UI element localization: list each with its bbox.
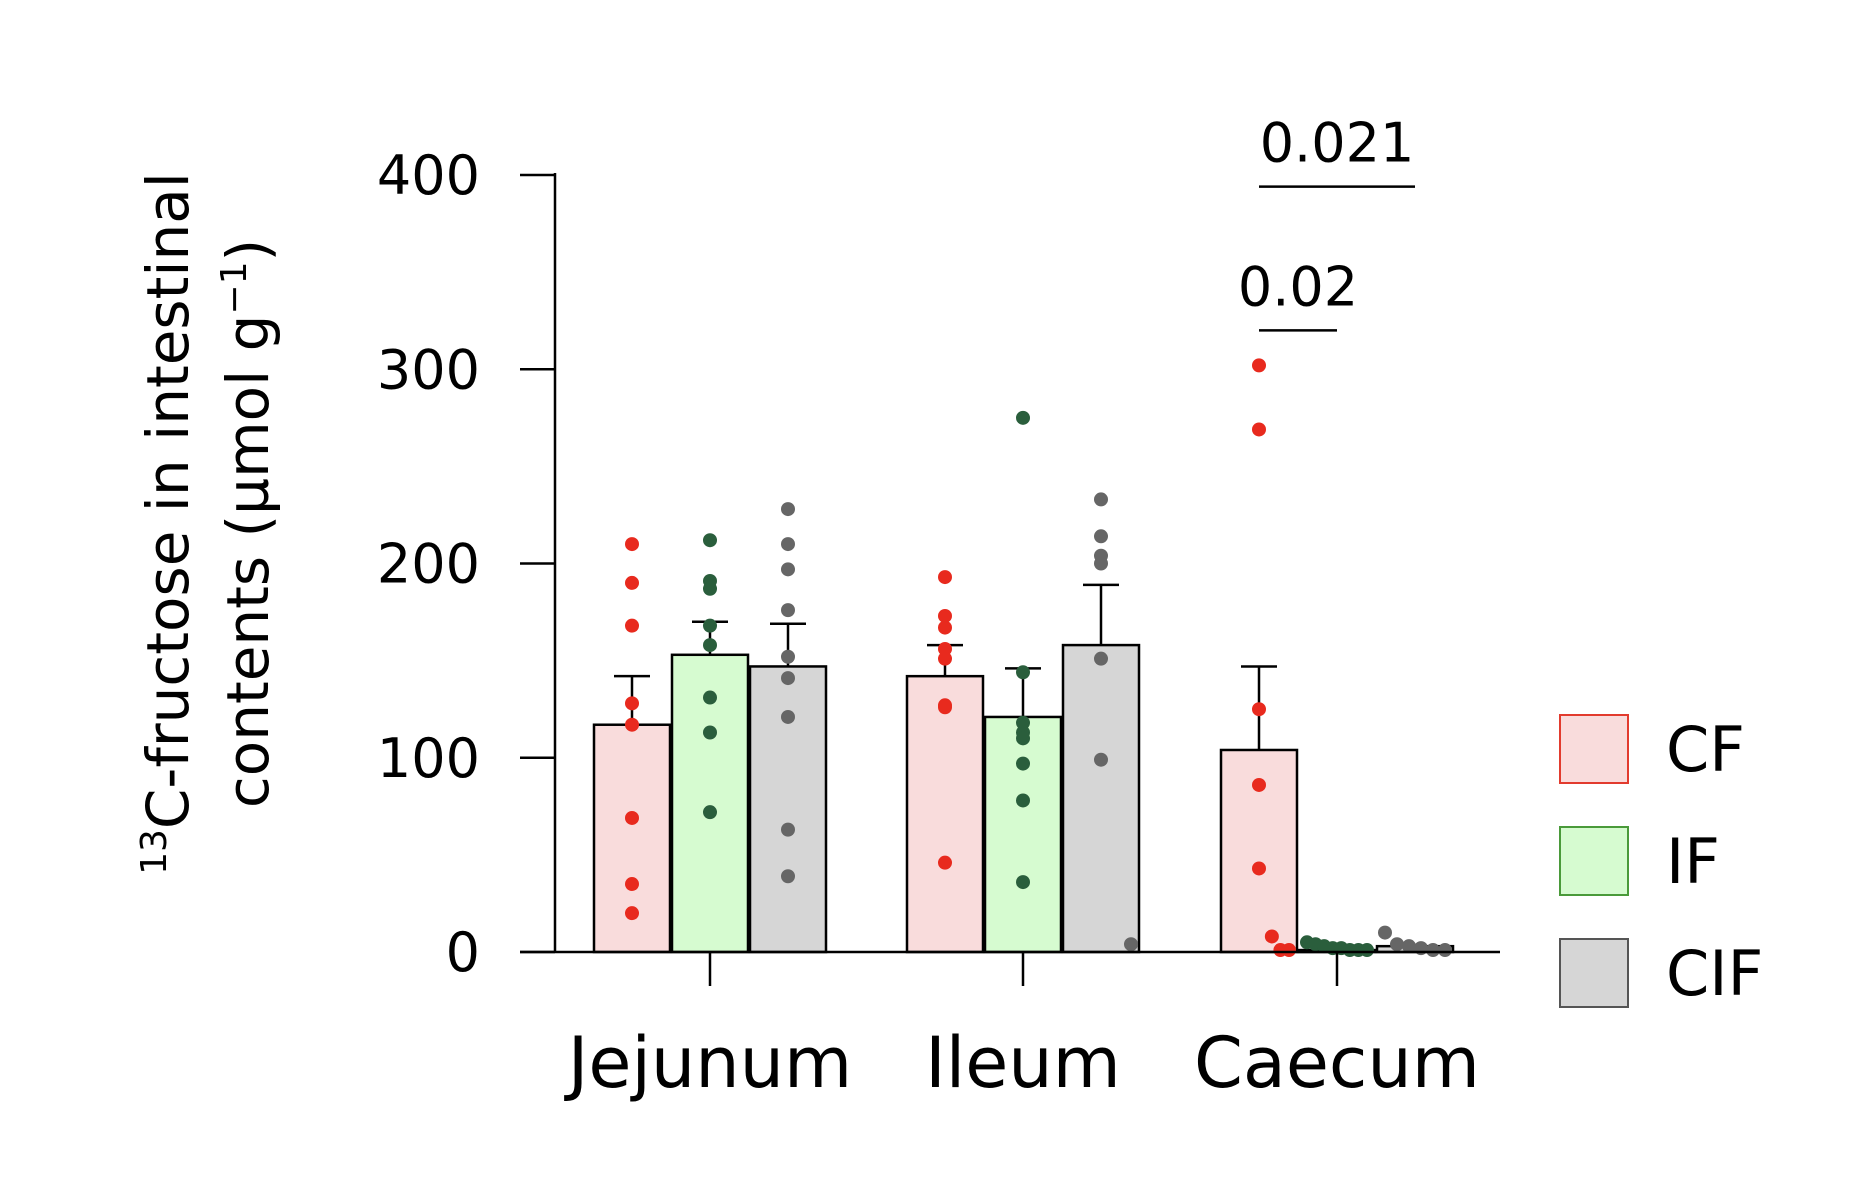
point-cf-ileum (938, 855, 952, 870)
points-layer (625, 358, 1452, 958)
point-cif-ileum (1094, 651, 1108, 666)
x-tick-label-caecum: Caecum (1194, 1022, 1480, 1104)
bar-if-jejunum (670, 653, 750, 954)
legend-label-if: IF (1666, 825, 1720, 898)
point-cif-caecum (1426, 943, 1440, 958)
point-cif-jejunum (781, 502, 795, 517)
y-axis-label: 13C-fructose in intestinal contents (µmol… (134, 172, 282, 875)
point-cif-ileum (1094, 492, 1108, 507)
point-cf-ileum (938, 620, 952, 635)
point-cif-jejunum (781, 869, 795, 884)
y-axis-label-text-end: ) (214, 239, 282, 262)
y-axis-label-text: C-fructose in intestinal (134, 172, 202, 829)
point-cf-jejunum (625, 810, 639, 825)
point-if-ileum (1016, 410, 1030, 425)
point-cf-caecum (1252, 861, 1266, 876)
point-cf-ileum (938, 700, 952, 715)
point-cf-jejunum (625, 877, 639, 892)
point-cf-caecum (1252, 358, 1266, 373)
point-cif-jejunum (781, 822, 795, 837)
point-if-jejunum (703, 533, 717, 548)
bar-cif-ileum (1061, 643, 1141, 954)
point-cf-caecum (1252, 702, 1266, 717)
point-cf-caecum (1264, 929, 1279, 944)
point-if-jejunum (703, 638, 717, 653)
point-cf-caecum (1282, 943, 1296, 958)
point-cif-caecum (1390, 937, 1404, 952)
point-if-caecum (1360, 943, 1374, 958)
legend-swatch-cf (1559, 714, 1629, 784)
point-if-jejunum (703, 805, 717, 820)
point-cif-jejunum (781, 671, 795, 686)
point-cf-ileum (938, 608, 952, 623)
p-value-label-1: 0.02 (1238, 255, 1358, 318)
point-cif-jejunum (781, 649, 795, 664)
y-axis-label-line-1: 13C-fructose in intestinal (134, 172, 202, 875)
point-cif-caecum (1438, 943, 1452, 958)
legend-swatch-cif (1559, 938, 1629, 1008)
y-axis-label-superscript: 13 (134, 829, 175, 875)
point-cif-jejunum (781, 603, 795, 618)
bar-cf-ileum (905, 674, 985, 954)
p-value-label-0: 0.021 (1260, 112, 1415, 175)
point-cif-ileum (1124, 937, 1138, 952)
point-cif-jejunum (781, 709, 795, 724)
y-axis-label-text: contents (µmol g (214, 315, 282, 809)
point-if-jejunum (703, 690, 717, 705)
y-axis-label-line-2: contents (µmol g−1) (214, 239, 282, 808)
point-cf-jejunum (625, 906, 639, 921)
point-if-ileum (1016, 793, 1030, 808)
annotations-layer: 0.021 0.02 (1238, 112, 1415, 332)
point-cf-jejunum (625, 717, 639, 732)
point-if-ileum (1016, 665, 1030, 680)
y-axis-label-superscript: −1 (214, 261, 255, 314)
y-tick-label-0: 0 (446, 921, 480, 984)
y-tick-label-400: 400 (377, 144, 480, 207)
point-cf-jejunum (625, 575, 639, 590)
point-cf-jejunum (625, 618, 639, 633)
point-if-ileum (1016, 756, 1030, 771)
legend-label-cf: CF (1666, 713, 1745, 786)
point-cif-caecum (1402, 939, 1416, 954)
point-cf-ileum (938, 641, 952, 656)
point-cf-ileum (938, 651, 952, 666)
point-if-ileum (1016, 875, 1030, 890)
y-tick-label-200: 200 (377, 533, 480, 596)
error-bar-cif-ileum (1083, 583, 1119, 646)
point-cf-jejunum (625, 537, 639, 552)
point-cif-ileum (1094, 752, 1108, 767)
legend: CF IF CIF (1559, 713, 1763, 1010)
point-cf-jejunum (625, 696, 639, 711)
legend-swatch-if (1559, 826, 1629, 896)
point-cif-jejunum (781, 537, 795, 552)
point-cif-ileum (1094, 529, 1108, 544)
point-cf-ileum (938, 570, 952, 585)
y-tick-label-100: 100 (377, 727, 480, 790)
bar-cif-jejunum (748, 665, 828, 954)
point-if-jejunum (703, 618, 717, 633)
point-cf-caecum (1252, 777, 1266, 792)
point-if-jejunum (703, 581, 717, 596)
point-if-ileum (1016, 715, 1030, 730)
point-cif-ileum (1094, 556, 1108, 571)
legend-label-cif: CIF (1666, 937, 1763, 1010)
x-tick-label-jejunum: Jejunum (564, 1022, 852, 1104)
point-cf-caecum (1252, 422, 1266, 437)
axes-layer: 0 100 200 300 400 Jejunum Ileum Caecum (377, 144, 1500, 1104)
y-tick-label-300: 300 (377, 338, 480, 401)
point-cif-jejunum (781, 562, 795, 577)
point-cif-caecum (1378, 925, 1392, 940)
point-if-jejunum (703, 725, 717, 740)
x-tick-label-ileum: Ileum (925, 1022, 1121, 1104)
point-if-ileum (1016, 731, 1030, 746)
bar-if-ileum (983, 715, 1063, 954)
